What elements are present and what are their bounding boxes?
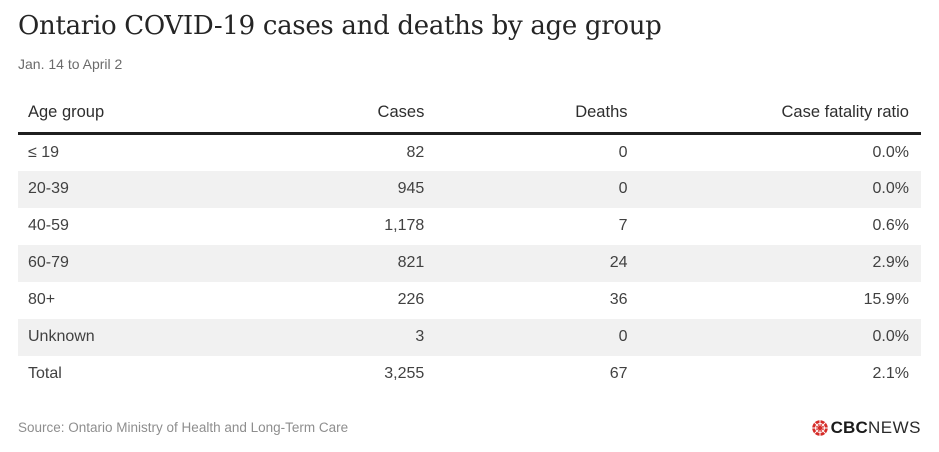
cell-cases: 821 — [397, 254, 425, 271]
cell-cfr: 0.0% — [872, 143, 909, 161]
cell-cfr: 0.0% — [872, 328, 909, 345]
column-header-deaths: Deaths — [424, 97, 628, 135]
cell-deaths: 7 — [618, 217, 628, 234]
cell-age-group: 20-39 — [28, 180, 69, 197]
table-row: 40-59 1,178 7 0.6% — [18, 208, 921, 245]
table-row: 20-39 945 0 0.0% — [18, 170, 921, 208]
cell-deaths: 0 — [618, 180, 628, 197]
cell-deaths: 0 — [618, 328, 628, 345]
cell-deaths: 24 — [609, 254, 628, 271]
cell-cases: 1,178 — [384, 217, 425, 234]
cell-age-group: 40-59 — [28, 217, 69, 234]
cell-deaths: 36 — [609, 291, 628, 308]
cell-age-group: Total — [28, 365, 62, 382]
column-header-cases: Cases — [297, 97, 425, 135]
cell-deaths: 0 — [618, 143, 628, 161]
subtitle-date-range: Jan. 14 to April 2 — [18, 56, 123, 72]
cell-age-group: ≤ 19 — [28, 143, 60, 161]
table-row: 60-79 821 24 2.9% — [18, 244, 921, 282]
cell-age-group: Unknown — [28, 328, 95, 345]
page-title: Ontario COVID-19 cases and deaths by age… — [18, 11, 662, 41]
cell-cases: 3 — [415, 328, 425, 345]
column-header-age-group: Age group — [18, 97, 298, 135]
cell-cfr: 0.6% — [872, 217, 909, 234]
covid-age-group-table: Age group Cases Deaths Case fatality rat… — [18, 97, 921, 393]
cell-deaths: 67 — [609, 365, 628, 382]
source-attribution: Source: Ontario Ministry of Health and L… — [18, 420, 349, 435]
cell-cfr: 2.1% — [872, 365, 909, 382]
table-row-total: Total 3,255 67 2.1% — [18, 356, 921, 393]
cbc-news-logo: CBC NEWS — [811, 417, 921, 438]
table-row: 80+ 226 36 15.9% — [18, 282, 921, 319]
table-header: Age group Cases Deaths Case fatality rat… — [18, 97, 921, 135]
cell-cfr: 0.0% — [872, 180, 909, 197]
table-body: ≤ 19 82 0 0.0% 20-39 945 0 0.0% 40-59 1,… — [18, 134, 921, 393]
cell-cases: 82 — [406, 143, 425, 161]
cbc-wordmark-bold: CBC — [830, 417, 868, 437]
cbc-wordmark-news: NEWS — [868, 417, 921, 437]
infographic-container: Ontario COVID-19 cases and deaths by age… — [18, 11, 921, 438]
cell-age-group: 60-79 — [28, 254, 69, 271]
cell-cfr: 15.9% — [863, 291, 909, 308]
table-row: Unknown 3 0 0.0% — [18, 318, 921, 356]
cell-cases: 226 — [397, 291, 425, 308]
column-header-case-fatality-ratio: Case fatality ratio — [627, 97, 921, 135]
table-row: ≤ 19 82 0 0.0% — [18, 134, 921, 171]
cell-age-group: 80+ — [28, 291, 56, 308]
footer: Source: Ontario Ministry of Health and L… — [18, 418, 921, 438]
cbc-gem-icon — [811, 419, 828, 436]
cell-cases: 945 — [397, 180, 425, 197]
cell-cfr: 2.9% — [872, 254, 909, 271]
cell-cases: 3,255 — [384, 365, 425, 382]
table-header-row: Age group Cases Deaths Case fatality rat… — [18, 97, 921, 135]
